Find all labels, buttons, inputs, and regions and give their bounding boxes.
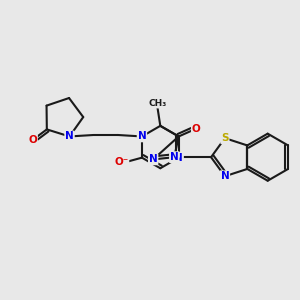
Text: N: N [138,131,146,142]
Text: O: O [28,135,37,145]
Text: O⁻: O⁻ [114,157,128,167]
Text: S: S [221,133,229,143]
Text: N: N [170,152,178,162]
Text: N: N [174,153,183,163]
Text: N: N [65,131,74,142]
Text: N: N [220,171,229,181]
Text: O: O [192,124,200,134]
Text: CH₃: CH₃ [148,99,166,108]
Text: N: N [149,154,158,164]
